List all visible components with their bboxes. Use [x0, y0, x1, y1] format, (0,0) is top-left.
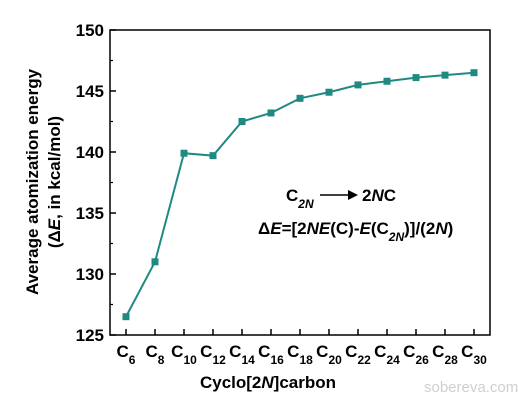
y-axis-title-line2: (ΔE, in kcal/mol): [45, 116, 64, 248]
data-point: [470, 69, 478, 77]
x-tick-label: C8: [146, 342, 165, 367]
data-points: [122, 69, 478, 321]
data-point: [209, 152, 217, 160]
data-point: [412, 74, 420, 82]
y-tick-label: 130: [76, 265, 104, 284]
x-tick-label: C22: [345, 342, 371, 367]
x-axis-ticks: C6 C8 C10 C12 C14 C16 C18 C20 C22 C24 C26 C28 C30: [117, 329, 487, 367]
data-point: [267, 109, 275, 117]
x-tick-label: C12: [200, 342, 226, 367]
data-point: [151, 258, 159, 266]
x-tick-label: C28: [432, 342, 458, 367]
energy-formula: ΔE=[2NE(C)-E(C2N)]/(2N): [258, 219, 453, 244]
data-point: [122, 313, 130, 321]
y-tick-label: 140: [76, 143, 104, 162]
x-tick-label: C26: [403, 342, 429, 367]
reaction-product: 2NC: [362, 186, 396, 205]
y-tick-label: 135: [76, 204, 104, 223]
reaction-arrow: [320, 190, 358, 200]
data-point: [441, 71, 449, 79]
y-tick-label: 145: [76, 82, 104, 101]
x-tick-label: C14: [229, 342, 255, 367]
x-tick-label: C24: [374, 342, 400, 367]
x-tick-label: C6: [117, 342, 136, 367]
series-line: [125, 71, 475, 318]
y-axis-ticks: 125 130 135 140 145 150: [76, 21, 116, 345]
x-axis-title: Cyclo[2N]carbon: [200, 373, 336, 392]
y-axis-title-line1: Average atomization energy: [23, 68, 42, 295]
x-tick-label: C10: [171, 342, 197, 367]
data-point: [325, 88, 333, 96]
data-point: [238, 118, 246, 125]
y-tick-label: 125: [76, 326, 104, 345]
data-point: [296, 94, 304, 102]
data-point: [180, 149, 188, 157]
x-tick-label: C16: [258, 342, 284, 367]
data-point: [354, 81, 362, 89]
reaction-reactant: C2N: [286, 186, 314, 211]
x-tick-label: C30: [461, 342, 487, 367]
data-point: [383, 77, 391, 85]
x-tick-label: C20: [316, 342, 342, 367]
y-tick-label: 150: [76, 21, 104, 40]
watermark: sobereva.com: [424, 379, 518, 396]
x-tick-label: C18: [287, 342, 313, 367]
